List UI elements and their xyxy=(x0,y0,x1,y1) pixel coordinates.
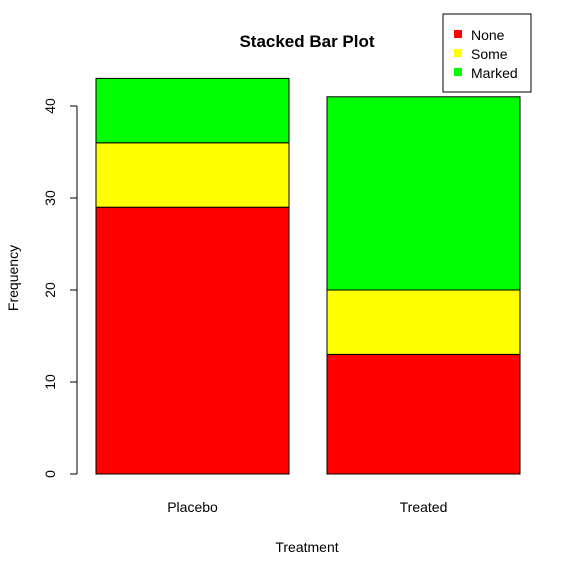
bar-placebo-none xyxy=(95,206,290,475)
bar-treated-marked xyxy=(326,96,521,291)
y-axis-label: Frequency xyxy=(5,245,21,311)
x-axis-label: Treatment xyxy=(275,539,338,555)
x-tick-label: Placebo xyxy=(167,499,218,515)
bars-group xyxy=(95,77,521,475)
bar-placebo-some xyxy=(95,142,290,208)
legend-label-none: None xyxy=(471,27,505,43)
y-tick-label: 40 xyxy=(42,98,58,114)
y-axis: 0 10 20 30 40 xyxy=(42,98,78,478)
bar-treated-none xyxy=(326,353,521,475)
y-tick-label: 30 xyxy=(42,190,58,206)
x-tick-label: Treated xyxy=(400,499,448,515)
x-tick-labels: Placebo Treated xyxy=(167,499,447,515)
legend-swatch-marked xyxy=(454,68,462,76)
y-tick-label: 0 xyxy=(42,470,58,478)
y-tick-label: 20 xyxy=(42,282,58,298)
y-tick-label: 10 xyxy=(42,374,58,390)
chart-title: Stacked Bar Plot xyxy=(239,32,374,51)
legend-label-marked: Marked xyxy=(471,65,518,81)
legend-swatch-some xyxy=(454,49,462,57)
legend: None Some Marked xyxy=(442,13,532,93)
bar-treated-some xyxy=(326,289,521,355)
bar-placebo-marked xyxy=(95,77,290,144)
legend-swatch-none xyxy=(454,30,462,38)
legend-label-some: Some xyxy=(471,46,508,62)
